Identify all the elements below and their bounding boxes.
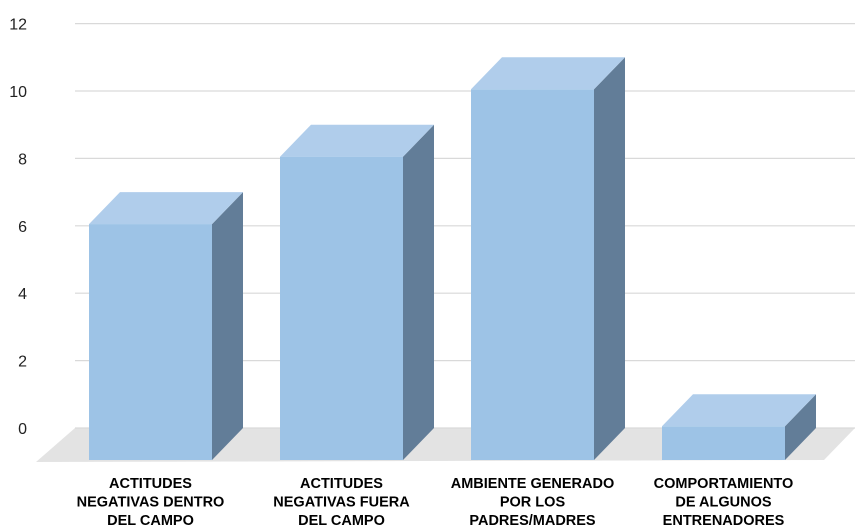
x-category-label-line: POR LOS — [500, 495, 566, 511]
bar-front-face — [471, 89, 594, 460]
y-axis-tick-labels: 0 2 4 6 8 10 12 — [9, 17, 27, 438]
x-category-label-4: COMPORTAMIENTO DE ALGUNOS ENTRENADORES — [654, 476, 794, 528]
x-axis-category-labels: ACTITUDES NEGATIVAS DENTRO DEL CAMPOACTITU… — [77, 476, 794, 528]
x-category-label-line: DE ALGUNOS — [675, 495, 771, 511]
x-category-label-line: COMPORTAMIENTO — [654, 476, 794, 492]
x-category-label-line: NEGATIVAS DENTRO — [77, 495, 225, 511]
bar-front-face — [662, 426, 785, 460]
x-category-label-line: PADRES/MADRES — [469, 513, 596, 528]
bar-1 — [89, 192, 243, 460]
x-category-label-line: DEL CAMPO — [298, 513, 385, 528]
y-tick-label-0: 0 — [18, 421, 27, 438]
y-tick-label-6: 6 — [18, 219, 27, 236]
y-tick-label-4: 4 — [18, 286, 27, 303]
x-category-label-3: AMBIENTE GENERADO POR LOS PADRES/MADRES — [451, 476, 615, 528]
x-category-label-line: ENTRENADORES — [663, 513, 785, 528]
y-tick-label-8: 8 — [18, 151, 27, 168]
bars — [89, 57, 816, 460]
x-category-label-line: NEGATIVAS FUERA — [273, 495, 410, 511]
x-category-label-line: ACTITUDES — [300, 476, 383, 492]
bar-2 — [280, 125, 434, 460]
bar-front-face — [280, 157, 403, 460]
x-category-label-1: ACTITUDES NEGATIVAS DENTRO DEL CAMPO — [77, 476, 225, 528]
x-category-label-2: ACTITUDES NEGATIVAS FUERA DEL CAMPO — [273, 476, 410, 528]
x-category-label-line: ACTITUDES — [109, 476, 192, 492]
y-tick-label-12: 12 — [9, 17, 27, 34]
bar-side-face — [594, 57, 625, 460]
bar-side-face — [212, 192, 243, 460]
x-category-label-line: DEL CAMPO — [107, 513, 194, 528]
y-tick-label-2: 2 — [18, 354, 27, 371]
bar-side-face — [403, 125, 434, 460]
x-category-label-line: AMBIENTE GENERADO — [451, 476, 615, 492]
bar-3 — [471, 57, 625, 460]
bar-4 — [662, 394, 816, 460]
y-tick-label-10: 10 — [9, 84, 27, 101]
bar-front-face — [89, 224, 212, 460]
